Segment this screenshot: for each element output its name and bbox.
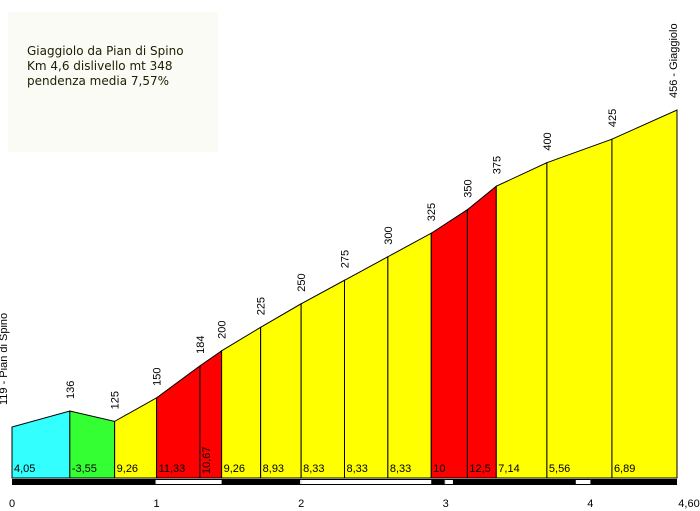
segment-gradient-label: 8,33 xyxy=(303,463,324,475)
x-tick-label: 1 xyxy=(154,498,160,510)
elevation-label: 375 xyxy=(491,156,503,174)
scale-bar-gap xyxy=(156,480,222,484)
scale-bar-gap xyxy=(301,480,432,484)
elevation-label: 425 xyxy=(607,109,619,127)
segment-gradient-label: 5,56 xyxy=(549,463,570,475)
scale-bar-block xyxy=(12,479,157,485)
profile-segment xyxy=(300,279,345,479)
segment-gradient-label: 9,26 xyxy=(117,463,138,475)
segment-gradient-label: 9,26 xyxy=(224,463,245,475)
elevation-label: 275 xyxy=(340,250,352,268)
elevation-label: 250 xyxy=(296,273,308,291)
chart-subtitle-gradient: pendenza media 7,57% xyxy=(27,74,169,88)
profile-segment xyxy=(221,326,262,479)
segment-gradient-label: 12,5 xyxy=(469,463,490,475)
profile-segment xyxy=(611,109,678,479)
elevation-label: 200 xyxy=(217,320,229,338)
scale-bar-block xyxy=(445,479,591,485)
x-tick-label: 4,60 xyxy=(678,498,699,510)
elevation-label: 456 - Giaggiolo xyxy=(668,23,680,98)
chart-subtitle-distance: Km 4,6 dislivello mt 348 xyxy=(27,59,173,73)
profile-segment xyxy=(260,302,302,479)
x-tick-label: 3 xyxy=(443,498,449,510)
scale-bar-gap xyxy=(575,480,591,484)
scale-bar-gap xyxy=(445,480,453,484)
scale-bar-block xyxy=(590,479,677,485)
elevation-label: 225 xyxy=(256,297,268,315)
segment-gradient-label: 4,05 xyxy=(14,463,35,475)
elevation-label: 125 xyxy=(110,391,122,409)
profile-segment xyxy=(495,161,548,479)
elevation-label: 184 xyxy=(195,335,207,353)
x-tick-label: 0 xyxy=(9,498,15,510)
segment-gradient-label: 6,89 xyxy=(614,463,635,475)
segment-gradient-label: 7,14 xyxy=(498,463,519,475)
chart-title: Giaggiolo da Pian di Spino xyxy=(27,44,184,58)
profile-segment xyxy=(430,208,468,479)
elevation-label: 400 xyxy=(542,132,554,150)
profile-segment xyxy=(344,255,389,479)
segment-gradient-label: 10 xyxy=(433,463,445,475)
elevation-label: 300 xyxy=(383,226,395,244)
profile-segment xyxy=(546,138,613,479)
elevation-label: 136 xyxy=(65,381,77,399)
segment-gradient-label: 10,67 xyxy=(201,446,213,474)
scale-bar-block xyxy=(156,479,302,485)
x-tick-label: 4 xyxy=(587,498,593,510)
segment-gradient-label: 8,93 xyxy=(263,463,284,475)
segment-gradient-label: -3,55 xyxy=(72,463,97,475)
segment-gradient-label: 11,33 xyxy=(159,463,186,475)
elevation-label: 325 xyxy=(426,203,438,221)
segment-gradient-label: 8,33 xyxy=(390,463,411,475)
profile-segment xyxy=(466,185,497,479)
elevation-label: 119 - Pian di Spino xyxy=(0,313,10,405)
elevation-label: 150 xyxy=(152,367,164,385)
x-tick-label: 2 xyxy=(298,498,304,510)
segment-gradient-label: 8,33 xyxy=(347,463,368,475)
profile-segment xyxy=(387,232,432,479)
chart-title-box: Giaggiolo da Pian di Spino Km 4,6 disliv… xyxy=(8,12,218,152)
elevation-label: 350 xyxy=(462,179,474,197)
